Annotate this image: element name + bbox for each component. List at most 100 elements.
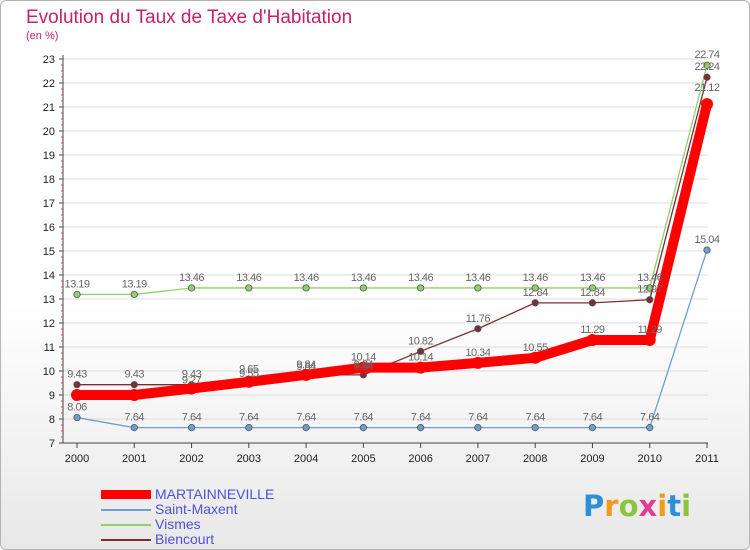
series-line-martainneville	[72, 99, 712, 400]
data-label: 13.19	[64, 278, 89, 290]
data-point	[588, 424, 597, 432]
legend-swatch	[101, 508, 151, 511]
y-tick-label: 19	[43, 150, 55, 162]
legend-swatch	[101, 490, 151, 499]
data-point	[130, 424, 138, 432]
logo-letter: r	[604, 489, 619, 523]
data-point	[359, 424, 367, 432]
data-point	[474, 424, 482, 432]
data-label: 22.24	[694, 61, 719, 73]
chart-subtitle: (en %)	[26, 30, 59, 42]
x-tick-label: 2006	[408, 453, 432, 465]
data-label: 7.64	[525, 412, 545, 424]
data-point	[701, 98, 713, 111]
data-point	[474, 325, 482, 333]
legend-label: Saint-Maxent	[155, 501, 238, 517]
data-point	[73, 413, 81, 422]
data-point	[185, 382, 198, 395]
x-tick-label: 2001	[122, 453, 146, 465]
data-point	[417, 347, 425, 355]
data-point	[703, 73, 711, 81]
data-point	[588, 299, 597, 307]
data-label: 7.64	[125, 412, 145, 424]
y-tick-label: 14	[43, 270, 55, 282]
data-label: 12.97	[637, 284, 662, 296]
data-point	[417, 424, 425, 432]
data-label: 7.64	[296, 412, 316, 424]
legend-item: Saint-Maxent	[101, 502, 274, 517]
data-label: 22.74	[694, 49, 719, 61]
data-label: 7.64	[354, 412, 374, 424]
data-label: 9.43	[67, 369, 87, 381]
x-tick-label: 2008	[523, 453, 547, 465]
data-label: 9.84	[354, 361, 374, 373]
data-point	[643, 334, 656, 347]
data-label: 12.84	[580, 287, 605, 299]
y-tick-label: 15	[43, 246, 55, 258]
legend-item: Vismes	[101, 517, 274, 532]
data-label: 9.43	[125, 369, 145, 381]
data-label: 7.64	[411, 412, 431, 424]
data-point	[71, 389, 83, 401]
data-label: 11.76	[466, 313, 491, 325]
data-label: 9.43	[182, 369, 202, 381]
data-point	[245, 284, 253, 292]
data-label: 12.84	[523, 287, 548, 299]
y-tick-label: 16	[43, 222, 55, 234]
y-tick-label: 11	[44, 342, 55, 354]
data-point	[586, 334, 599, 347]
proxiti-logo: Proxiti	[583, 489, 691, 523]
legend-swatch	[101, 523, 151, 526]
data-label: 10.82	[408, 335, 433, 347]
data-label: 21.12	[694, 82, 719, 94]
data-point	[588, 284, 597, 292]
data-label: 13.46	[236, 272, 261, 284]
legend-swatch	[101, 538, 151, 541]
x-tick-label: 2009	[580, 453, 604, 465]
data-label: 10.14	[408, 352, 433, 364]
data-label: 9.27	[182, 375, 202, 387]
data-point	[73, 290, 81, 299]
data-label: 7.64	[640, 412, 660, 424]
data-label: 9.84	[296, 359, 316, 371]
data-point	[130, 381, 138, 389]
data-label: 13.46	[179, 272, 204, 284]
y-tick-label: 18	[43, 174, 55, 186]
data-label: 10.14	[351, 352, 376, 364]
data-point	[646, 424, 654, 432]
data-label: 8.06	[67, 402, 87, 414]
y-tick-label: 9	[49, 390, 55, 402]
y-tick-label: 21	[43, 102, 55, 114]
data-label: 7.64	[239, 412, 259, 424]
data-label: 7.64	[468, 412, 488, 424]
data-point	[73, 381, 81, 389]
data-label: 9.65	[239, 363, 259, 375]
legend-label: MARTAINNEVILLE	[155, 486, 275, 502]
y-tick-label: 20	[43, 126, 55, 138]
data-point	[529, 351, 542, 364]
data-label: 13.46	[351, 272, 376, 284]
x-tick-label: 2000	[65, 453, 89, 465]
data-label: 13.46	[523, 272, 548, 284]
logo-letter: t	[667, 489, 682, 523]
data-point	[471, 356, 484, 369]
data-label: 10.34	[465, 347, 490, 359]
data-point	[703, 61, 711, 69]
data-label: 13.46	[580, 272, 605, 284]
data-label: 7.64	[182, 412, 202, 424]
data-label: 13.46	[408, 272, 433, 284]
data-point	[646, 296, 654, 304]
data-point	[531, 424, 539, 432]
y-tick-label: 22	[43, 78, 55, 90]
y-tick-label: 17	[43, 198, 55, 210]
legend-label: Vismes	[155, 516, 201, 532]
x-tick-label: 2007	[466, 453, 490, 465]
data-point	[531, 284, 539, 292]
x-tick-label: 2010	[637, 453, 661, 465]
logo-letter: o	[618, 489, 639, 523]
data-point	[359, 284, 367, 292]
data-point	[187, 284, 196, 292]
y-tick-label: 7	[49, 438, 55, 450]
